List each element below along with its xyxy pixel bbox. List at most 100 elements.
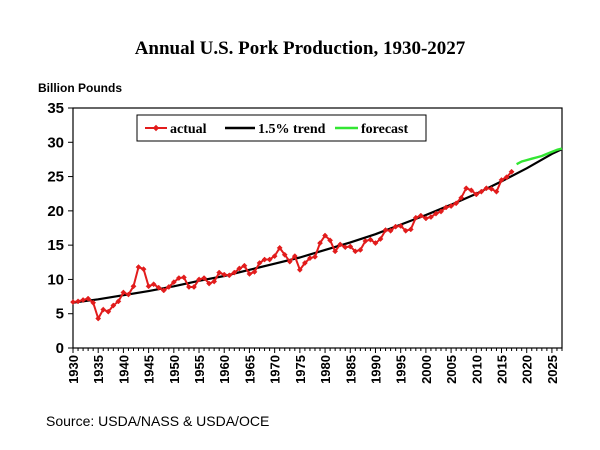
y-tick-label: 30 xyxy=(47,134,64,151)
actual-data-point xyxy=(372,240,379,247)
actual-data-point xyxy=(95,315,102,322)
actual-data-point xyxy=(150,281,157,288)
actual-data-point xyxy=(221,271,228,278)
actual-data-point xyxy=(80,297,87,303)
actual-data-point xyxy=(493,188,500,195)
actual-data-point xyxy=(185,284,192,290)
x-tick-label: 1935 xyxy=(91,355,106,384)
x-tick-label: 1960 xyxy=(217,355,232,384)
actual-data-point xyxy=(115,298,122,305)
actual-data-point xyxy=(165,284,172,290)
actual-data-point xyxy=(206,280,213,287)
actual-data-point xyxy=(448,203,455,210)
y-axis-label: Billion Pounds xyxy=(38,81,122,95)
actual-data-point xyxy=(241,262,248,269)
actual-data-point xyxy=(508,168,515,175)
actual-data-point xyxy=(362,238,369,244)
actual-data-point xyxy=(458,194,465,201)
y-tick-label: 0 xyxy=(56,340,64,357)
actual-data-point xyxy=(473,191,480,198)
legend-label: forecast xyxy=(361,122,408,137)
actual-data-point xyxy=(266,256,273,263)
actual-data-point xyxy=(438,208,444,215)
actual-data-point xyxy=(286,258,293,265)
actual-data-point xyxy=(211,278,218,285)
legend-label: actual xyxy=(170,122,207,137)
y-tick-label: 10 xyxy=(47,271,64,288)
actual-data-point xyxy=(483,185,490,192)
source-note: Source: USDA/NASS & USDA/OCE xyxy=(46,413,269,429)
actual-data-point xyxy=(120,289,127,296)
actual-data-point xyxy=(296,266,303,273)
actual-data-point xyxy=(387,227,394,234)
actual-data-point xyxy=(417,212,424,219)
actual-data-point xyxy=(216,269,223,276)
forecast-series-line xyxy=(516,147,563,166)
actual-data-point xyxy=(75,298,81,305)
actual-data-point xyxy=(342,244,349,251)
actual-data-point xyxy=(397,222,404,229)
actual-data-point xyxy=(261,256,268,263)
actual-data-point xyxy=(392,223,399,230)
actual-data-point xyxy=(201,275,208,282)
y-tick-label: 20 xyxy=(47,203,64,220)
actual-data-point xyxy=(175,275,182,282)
series-layer xyxy=(70,147,563,322)
actual-series-line xyxy=(72,171,513,320)
actual-data-point xyxy=(100,306,107,313)
actual-data-point xyxy=(503,174,510,181)
x-tick-label: 2015 xyxy=(495,355,510,384)
x-tick-label: 1980 xyxy=(318,355,333,384)
y-tick-label: 5 xyxy=(56,306,64,323)
y-tick-label: 15 xyxy=(47,237,64,254)
actual-data-point xyxy=(196,276,202,283)
x-tick-label: 1975 xyxy=(293,355,308,384)
actual-data-point xyxy=(85,295,92,302)
legend: actual 1.5% trend forecast xyxy=(136,114,427,142)
actual-data-point xyxy=(377,236,384,242)
x-tick-label: 1995 xyxy=(394,355,409,384)
x-tick-label: 1985 xyxy=(343,355,358,384)
x-tick-label: 2010 xyxy=(469,355,484,384)
actual-data-point xyxy=(427,214,434,220)
actual-data-point xyxy=(422,215,429,222)
actual-data-point xyxy=(327,237,334,244)
actual-data-point xyxy=(317,240,323,247)
actual-data-point xyxy=(281,251,288,258)
x-tick-label: 2025 xyxy=(545,355,560,384)
actual-data-point xyxy=(135,264,142,271)
actual-data-point xyxy=(468,187,475,194)
chart-title: Annual U.S. Pork Production, 1930-2027 xyxy=(135,38,466,59)
actual-data-point xyxy=(402,227,409,234)
actual-data-point xyxy=(337,241,344,248)
legend-marker xyxy=(152,124,160,132)
actual-data-point xyxy=(291,253,298,260)
actual-data-point xyxy=(478,188,485,195)
actual-data-point xyxy=(382,227,389,234)
actual-data-point xyxy=(226,272,233,279)
actual-data-point xyxy=(322,232,329,239)
x-tick-label: 1965 xyxy=(242,355,257,384)
actual-data-point xyxy=(231,269,238,276)
actual-data-point xyxy=(312,253,318,260)
actual-data-point xyxy=(301,260,308,266)
actual-data-point xyxy=(140,266,147,273)
actual-data-point xyxy=(110,302,117,309)
actual-data-point xyxy=(170,279,177,286)
legend-items: actual 1.5% trend forecast xyxy=(145,122,408,137)
actual-data-point xyxy=(498,177,505,183)
actual-data-point xyxy=(412,214,419,221)
x-tick-label: 2005 xyxy=(444,355,459,384)
x-tick-label: 1955 xyxy=(192,355,207,384)
actual-data-point xyxy=(155,284,162,291)
actual-data-point xyxy=(125,291,132,298)
actual-data-point xyxy=(251,268,258,275)
actual-data-point xyxy=(105,308,112,315)
trend-series-line xyxy=(72,148,563,304)
y-tick-label: 25 xyxy=(47,169,64,186)
actual-data-point xyxy=(236,265,243,272)
x-tick-label: 2020 xyxy=(520,355,535,384)
